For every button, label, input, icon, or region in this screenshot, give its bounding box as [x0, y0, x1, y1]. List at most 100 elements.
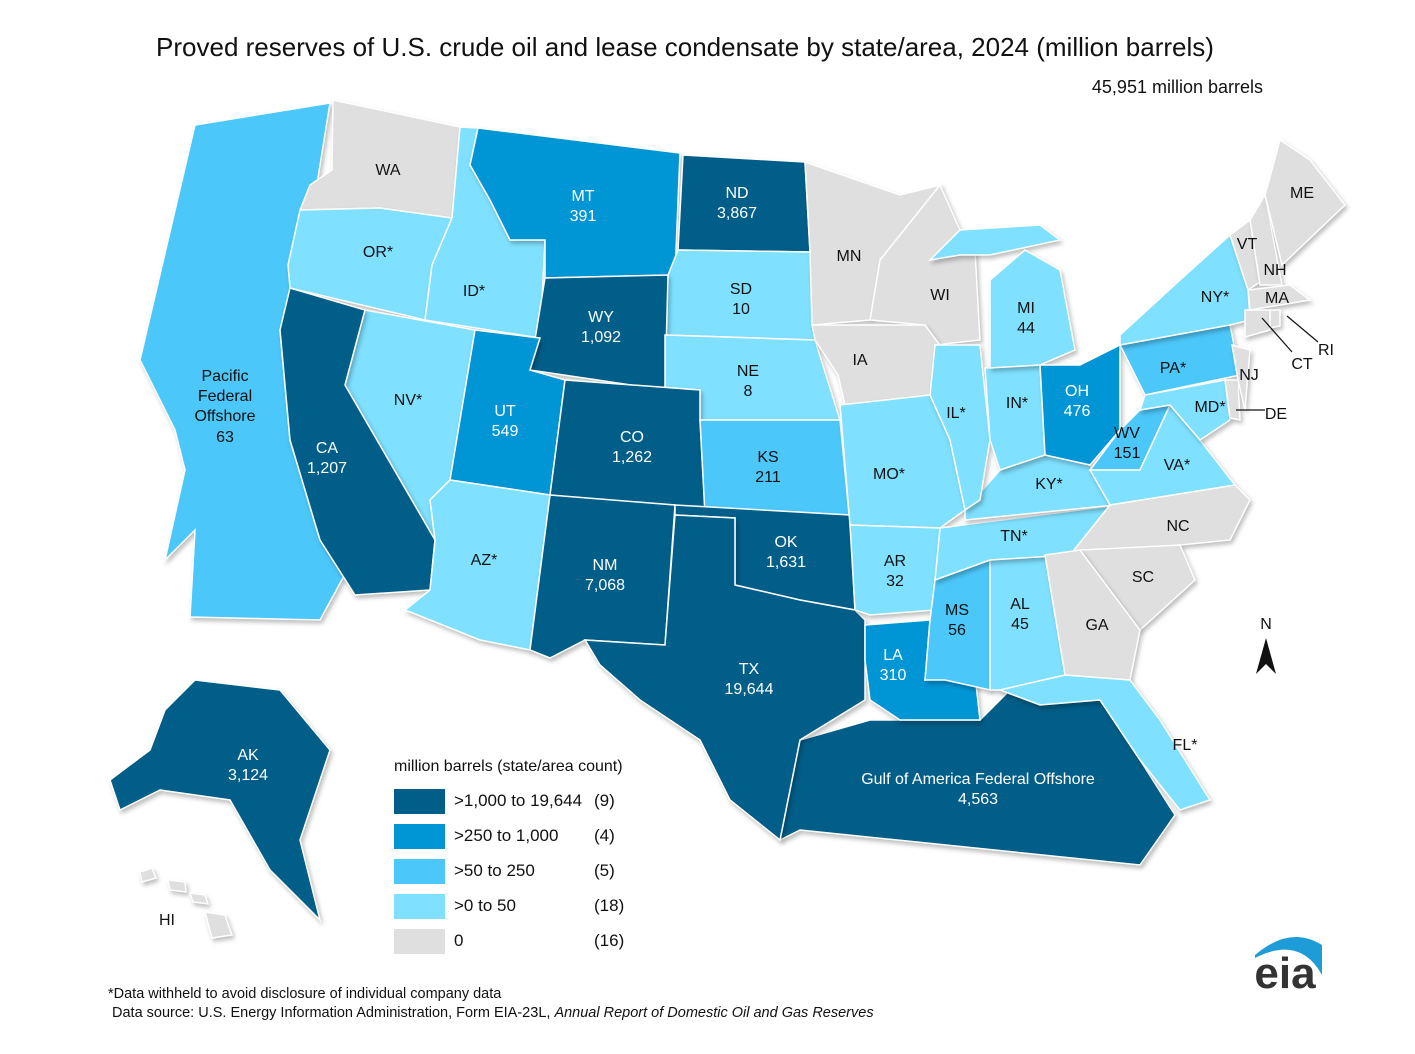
- state-value: 310: [880, 667, 907, 684]
- state-abbr: CT: [1291, 356, 1313, 373]
- legend-count: (4): [594, 826, 615, 845]
- eia-logo: eia: [1254, 937, 1322, 998]
- state-abbr: VT: [1237, 236, 1258, 253]
- label-wy: WY 1,092: [581, 309, 621, 346]
- state-ca[interactable]: [279, 287, 436, 596]
- state-abbr: NM: [593, 557, 618, 574]
- label-oh: OH 476: [1064, 383, 1091, 420]
- state-abbr: AL: [1010, 596, 1030, 613]
- label-goa: Gulf of America Federal Offshore 4,563: [861, 771, 1095, 808]
- state-ma[interactable]: [1247, 284, 1312, 311]
- label-ks: KS 211: [755, 449, 781, 486]
- state-abbr: AR: [884, 553, 906, 570]
- label-fl: FL*: [1173, 737, 1198, 754]
- state-abbr: PA*: [1160, 360, 1186, 377]
- state-il[interactable]: [929, 344, 991, 512]
- legend-swatch: [394, 823, 445, 849]
- north-arrow-icon: [1256, 638, 1276, 674]
- state-wi[interactable]: [869, 183, 981, 346]
- state-abbr: ND: [725, 185, 748, 202]
- legend-swatch: [394, 788, 445, 814]
- state-ak[interactable]: [109, 679, 331, 923]
- label-co: CO 1,262: [612, 429, 652, 466]
- state-value: 45: [1011, 616, 1029, 633]
- state-mi[interactable]: [927, 224, 1076, 369]
- legend-swatch: [394, 858, 445, 884]
- state-fl[interactable]: [997, 674, 1212, 811]
- label-nd: ND 3,867: [717, 185, 757, 222]
- label-tx: TX 19,644: [725, 661, 774, 698]
- label-al: AL 45: [1010, 596, 1030, 633]
- label-ri: RI: [1318, 342, 1334, 359]
- legend-item: >0 to 50 (18): [394, 893, 624, 919]
- legend-range: >250 to 1,000: [454, 826, 559, 845]
- state-abbr: WI: [930, 287, 950, 304]
- state-value: 7,068: [585, 577, 625, 594]
- state-abbr: MO*: [873, 466, 905, 483]
- state-ri[interactable]: [1269, 309, 1281, 329]
- state-value: 10: [732, 301, 750, 318]
- state-abbr: UT: [494, 403, 516, 420]
- label-ms: MS 56: [945, 602, 969, 639]
- label-ok: OK 1,631: [766, 534, 806, 571]
- state-value: 1,631: [766, 554, 806, 571]
- label-ny: NY*: [1201, 289, 1229, 306]
- state-abbr: IL*: [946, 405, 966, 422]
- state-value: 151: [1114, 445, 1141, 462]
- compass: N: [1256, 616, 1276, 674]
- state-ar[interactable]: [849, 524, 941, 616]
- legend-item: >50 to 250 (5): [394, 858, 615, 884]
- state-value: 3,124: [228, 767, 268, 784]
- label-nh: NH: [1263, 262, 1286, 279]
- label-vt: VT: [1237, 236, 1258, 253]
- state-abbr: RI: [1318, 342, 1334, 359]
- state-abbr: NH: [1263, 262, 1286, 279]
- label-il: IL*: [946, 405, 966, 422]
- state-value: 3,867: [717, 205, 757, 222]
- state-nd[interactable]: [677, 154, 811, 253]
- label-ky: KY*: [1035, 476, 1063, 493]
- footnote: *Data withheld to avoid disclosure of in…: [108, 986, 502, 1002]
- state-value: 1,262: [612, 449, 652, 466]
- label-sc: SC: [1132, 569, 1154, 586]
- label-ut: UT 549: [492, 403, 519, 440]
- state-tx[interactable]: [583, 514, 866, 842]
- state-mt[interactable]: [469, 127, 681, 279]
- state-value: 1,207: [307, 460, 347, 477]
- state-value: 1,092: [581, 329, 621, 346]
- legend-item: >250 to 1,000 (4): [394, 823, 615, 849]
- label-ak: AK 3,124: [228, 747, 268, 784]
- label-id: ID*: [463, 283, 485, 300]
- state-abbr: CA: [316, 440, 339, 457]
- state-value: 19,644: [725, 681, 774, 698]
- legend-range: >0 to 50: [454, 896, 516, 915]
- label-ma: MA: [1265, 290, 1289, 307]
- leader-lines: [1236, 315, 1319, 411]
- state-me[interactable]: [1264, 138, 1347, 267]
- state-ga[interactable]: [1044, 549, 1141, 681]
- state-value: 391: [570, 208, 597, 225]
- state-abbr: WA: [375, 162, 401, 179]
- state-value: 32: [886, 573, 904, 590]
- state-nh[interactable]: [1249, 192, 1283, 286]
- state-value: 44: [1017, 320, 1035, 337]
- label-wv: WV 151: [1114, 425, 1141, 462]
- label-me: ME: [1290, 185, 1314, 202]
- state-ct[interactable]: [1244, 309, 1271, 338]
- legend-count: (5): [594, 861, 615, 880]
- state-abbr: WV: [1114, 425, 1140, 442]
- state-abbr: OK: [774, 534, 797, 551]
- state-abbr: AK: [237, 747, 259, 764]
- state-hi[interactable]: [139, 867, 234, 939]
- state-abbr: OR*: [363, 244, 393, 261]
- state-value: 476: [1064, 403, 1091, 420]
- state-in[interactable]: [984, 364, 1046, 471]
- label-ne: NE 8: [737, 363, 759, 400]
- state-abbr: SD: [730, 281, 752, 298]
- legend-swatch: [394, 928, 445, 954]
- label-nv: NV*: [394, 392, 422, 409]
- label-wi: WI: [930, 287, 950, 304]
- map-title: Proved reserves of U.S. crude oil and le…: [156, 32, 1214, 62]
- state-abbr: AZ*: [471, 552, 498, 569]
